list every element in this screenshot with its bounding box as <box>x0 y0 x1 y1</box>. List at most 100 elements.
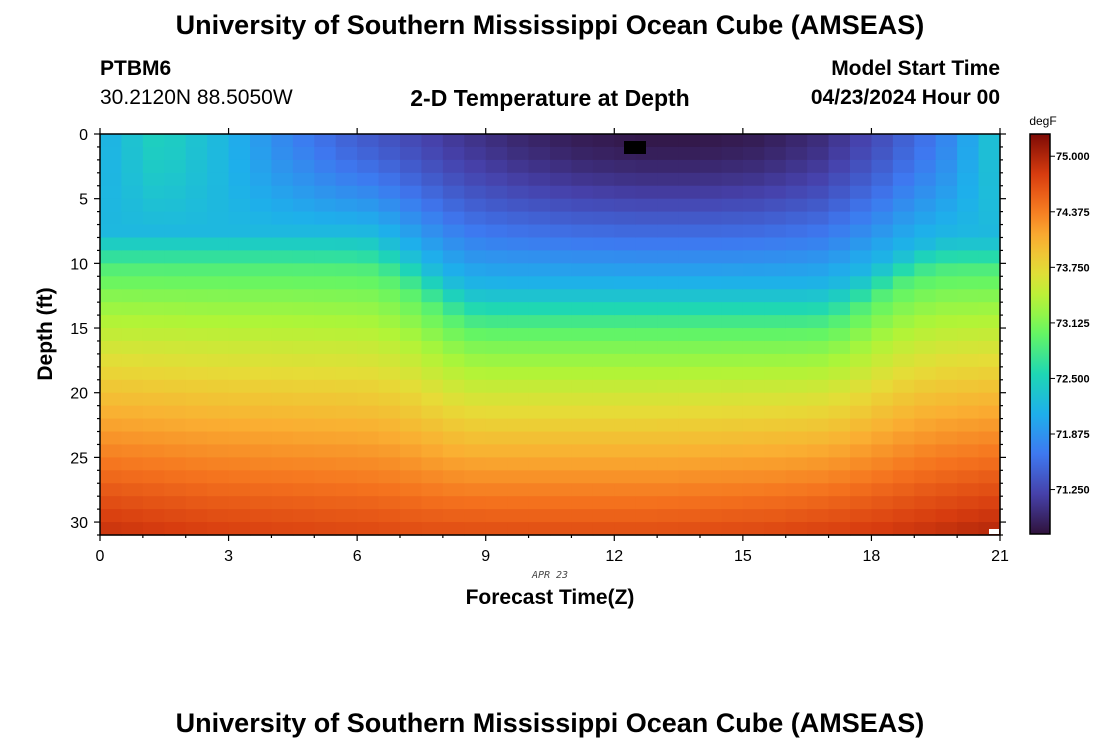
heatmap-cell <box>421 418 444 433</box>
heatmap-cell <box>228 315 251 329</box>
heatmap-cell <box>271 250 294 264</box>
heatmap-cell <box>378 444 401 458</box>
heatmap-cell <box>614 483 637 497</box>
heatmap-cell <box>335 509 358 523</box>
heatmap-cell <box>721 483 744 497</box>
heatmap-cell <box>228 276 251 290</box>
x-tick-label: 21 <box>991 548 1009 565</box>
heatmap-cell <box>935 146 958 161</box>
heatmap-cell <box>507 224 530 239</box>
heatmap-cell <box>400 496 423 510</box>
heatmap-cell <box>357 146 380 161</box>
heatmap-cell <box>978 185 1001 200</box>
x-tick-label: 6 <box>353 548 362 565</box>
heatmap-cell <box>807 211 830 226</box>
heatmap-cell <box>871 470 894 484</box>
heatmap-cell <box>314 250 337 264</box>
heatmap-cell <box>250 431 273 446</box>
heatmap-cell <box>850 379 873 394</box>
heatmap-cell <box>442 159 465 174</box>
heatmap-cell <box>764 470 787 484</box>
heatmap-cell <box>357 134 380 148</box>
heatmap-cell <box>207 172 230 187</box>
heatmap-cell <box>442 392 465 407</box>
heatmap-cell <box>207 159 230 174</box>
heatmap-cell <box>335 315 358 329</box>
heatmap-cell <box>828 366 851 381</box>
heatmap-cell <box>614 509 637 523</box>
heatmap-cell <box>914 522 937 536</box>
heatmap-cell <box>464 353 487 368</box>
heatmap-cell <box>914 146 937 161</box>
heatmap-cell <box>464 496 487 510</box>
heatmap-cell <box>207 353 230 368</box>
heatmap-cell <box>785 444 808 458</box>
heatmap-cell <box>935 172 958 187</box>
heatmap-cell <box>228 289 251 303</box>
heatmap-cell <box>742 405 765 420</box>
x-axis-label: Forecast Time(Z) <box>466 586 635 609</box>
heatmap-cell <box>164 263 187 277</box>
heatmap-cell <box>914 263 937 277</box>
heatmap-cell <box>292 211 315 226</box>
heatmap-cell <box>271 392 294 407</box>
heatmap-cell <box>357 340 380 355</box>
heatmap-cell <box>485 172 508 187</box>
heatmap-cell <box>678 340 701 355</box>
heatmap-cell <box>442 366 465 381</box>
heatmap-cell <box>785 302 808 316</box>
heatmap-cell <box>721 276 744 290</box>
heatmap-cell <box>335 444 358 458</box>
heatmap-cell <box>250 146 273 161</box>
heatmap-cell <box>700 224 723 239</box>
heatmap-cell <box>507 444 530 458</box>
heatmap-cell <box>442 522 465 536</box>
heatmap-cell <box>657 522 680 536</box>
heatmap-cell <box>742 353 765 368</box>
heatmap-cell <box>850 353 873 368</box>
heatmap-cell <box>892 522 915 536</box>
heatmap-cell <box>357 457 380 471</box>
heatmap-cell <box>785 237 808 252</box>
heatmap-cell <box>528 470 551 484</box>
heatmap-cell <box>700 211 723 226</box>
heatmap-cell <box>764 379 787 394</box>
heatmap-cell <box>914 198 937 213</box>
heatmap-cell <box>100 146 123 161</box>
heatmap-cell <box>292 198 315 213</box>
heatmap-cell <box>164 250 187 264</box>
heatmap-cell <box>185 198 208 213</box>
heatmap-cell <box>485 302 508 316</box>
heatmap-cell <box>207 250 230 264</box>
heatmap-cell <box>378 457 401 471</box>
heatmap-cell <box>764 444 787 458</box>
heatmap-cell <box>828 237 851 252</box>
heatmap-cell <box>614 392 637 407</box>
heatmap-cell <box>400 353 423 368</box>
heatmap-cell <box>807 146 830 161</box>
heatmap-cell <box>357 302 380 316</box>
heatmap-cell <box>828 159 851 174</box>
heatmap-cell <box>185 418 208 433</box>
heatmap-cell <box>657 418 680 433</box>
heatmap-cell <box>807 405 830 420</box>
heatmap-cell <box>507 496 530 510</box>
heatmap-cell <box>764 483 787 497</box>
heatmap-cell <box>185 263 208 277</box>
heatmap-cell <box>528 392 551 407</box>
heatmap-cell <box>721 172 744 187</box>
heatmap-cell <box>100 224 123 239</box>
heatmap-cell <box>292 289 315 303</box>
heatmap-cell <box>592 444 615 458</box>
heatmap-cell <box>700 263 723 277</box>
heatmap-cell <box>742 315 765 329</box>
heatmap-cell <box>528 418 551 433</box>
heatmap-cell <box>935 405 958 420</box>
heatmap-cell <box>892 340 915 355</box>
heatmap-cell <box>742 185 765 200</box>
heatmap-cell <box>421 315 444 329</box>
heatmap-cell <box>592 185 615 200</box>
heatmap-cell <box>550 250 573 264</box>
heatmap-cell <box>892 237 915 252</box>
heatmap-cell <box>721 496 744 510</box>
